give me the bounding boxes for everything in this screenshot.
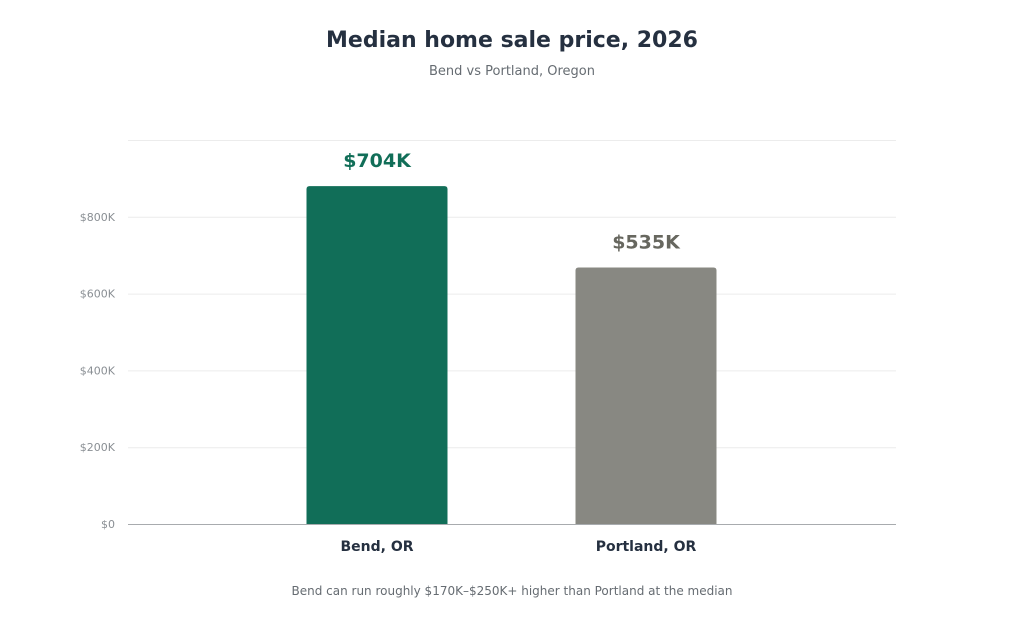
bar-value-label: $704K bbox=[343, 150, 412, 172]
y-tick-label: $0 bbox=[101, 518, 115, 531]
y-tick-label: $400K bbox=[80, 364, 116, 377]
bar bbox=[575, 267, 717, 524]
y-tick-label: $800K bbox=[80, 211, 116, 224]
y-axis-ticks: $0 $200K $400K $600K $800K bbox=[80, 211, 116, 531]
bar-value-label: $535K bbox=[612, 231, 681, 253]
chart-footnote: Bend can run roughly $170K–$250K+ higher… bbox=[291, 584, 733, 598]
y-tick-label: $200K bbox=[80, 441, 116, 454]
y-tick-label: $600K bbox=[80, 288, 116, 301]
gridlines bbox=[128, 140, 896, 449]
chart-subtitle: Bend vs Portland, Oregon bbox=[429, 64, 595, 79]
value-labels: $704K $535K bbox=[343, 150, 681, 253]
x-tick-label: Portland, OR bbox=[596, 539, 697, 555]
x-axis-ticks: Bend, OR Portland, OR bbox=[340, 539, 696, 555]
bars bbox=[306, 186, 717, 524]
x-tick-label: Bend, OR bbox=[340, 539, 413, 555]
bar bbox=[306, 186, 448, 524]
chart-title: Median home sale price, 2026 bbox=[326, 28, 698, 53]
